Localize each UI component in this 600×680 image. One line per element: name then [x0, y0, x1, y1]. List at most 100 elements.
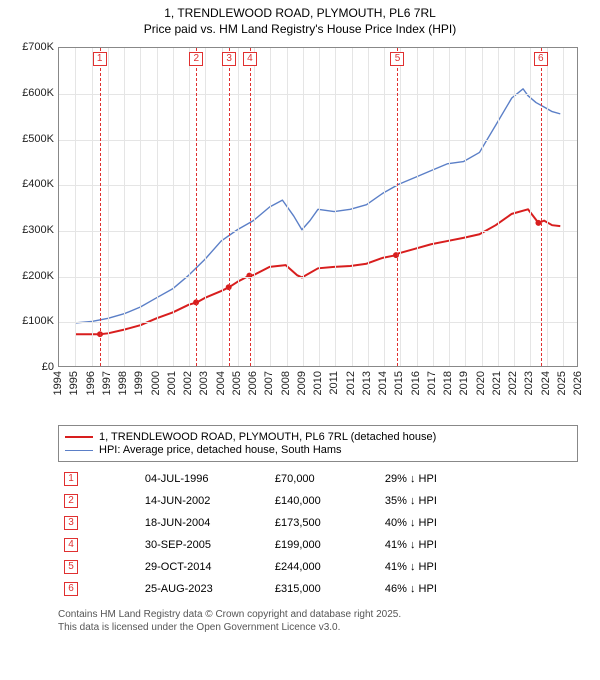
cell-marker: 1 [58, 468, 139, 490]
gridline-horizontal [59, 322, 577, 323]
event-line [229, 48, 230, 366]
cell-date: 18-JUN-2004 [139, 512, 269, 534]
x-axis-label: 2008 [280, 371, 292, 395]
transaction-marker: 5 [64, 560, 78, 574]
gridline-vertical [222, 48, 223, 366]
gridline-vertical [335, 48, 336, 366]
gridline-vertical [92, 48, 93, 366]
gridline-vertical [530, 48, 531, 366]
cell-pct: 41% ↓ HPI [379, 534, 578, 556]
gridline-vertical [189, 48, 190, 366]
gridline-vertical [547, 48, 548, 366]
gridline-vertical [140, 48, 141, 366]
cell-price: £70,000 [269, 468, 379, 490]
chart-area: 123456 £0£100K£200K£300K£400K£500K£600K£… [8, 41, 592, 421]
gridline-horizontal [59, 277, 577, 278]
x-axis-label: 2023 [523, 371, 535, 395]
gridline-vertical [205, 48, 206, 366]
cell-marker: 4 [58, 534, 139, 556]
footer-line-1: Contains HM Land Registry data © Crown c… [58, 608, 578, 621]
transaction-marker: 2 [64, 494, 78, 508]
transaction-marker: 4 [64, 538, 78, 552]
y-axis-label: £500K [6, 133, 54, 145]
line-layer [59, 48, 577, 366]
x-axis-label: 2021 [491, 371, 503, 395]
event-marker: 2 [189, 52, 203, 66]
x-axis-label: 2022 [507, 371, 519, 395]
x-axis-label: 2009 [296, 371, 308, 395]
x-axis-label: 2026 [572, 371, 584, 395]
x-axis-label: 2002 [182, 371, 194, 395]
gridline-vertical [108, 48, 109, 366]
x-axis-label: 1997 [101, 371, 113, 395]
gridline-vertical [352, 48, 353, 366]
gridline-vertical [498, 48, 499, 366]
x-axis-label: 2012 [345, 371, 357, 395]
cell-marker: 3 [58, 512, 139, 534]
gridline-horizontal [59, 231, 577, 232]
x-axis-label: 2003 [198, 371, 210, 395]
gridline-horizontal [59, 140, 577, 141]
cell-date: 29-OCT-2014 [139, 556, 269, 578]
cell-price: £140,000 [269, 490, 379, 512]
x-axis-label: 2018 [442, 371, 454, 395]
event-marker: 4 [243, 52, 257, 66]
x-axis-label: 2004 [215, 371, 227, 395]
gridline-vertical [254, 48, 255, 366]
gridline-vertical [514, 48, 515, 366]
event-line [541, 48, 542, 366]
x-axis-label: 1996 [85, 371, 97, 395]
cell-price: £199,000 [269, 534, 379, 556]
cell-price: £173,500 [269, 512, 379, 534]
legend: 1, TRENDLEWOOD ROAD, PLYMOUTH, PL6 7RL (… [58, 425, 578, 462]
cell-date: 25-AUG-2023 [139, 578, 269, 600]
event-marker: 1 [93, 52, 107, 66]
transaction-marker: 3 [64, 516, 78, 530]
y-axis-label: £100K [6, 315, 54, 327]
event-line [196, 48, 197, 366]
legend-swatch [65, 436, 93, 438]
gridline-vertical [287, 48, 288, 366]
gridline-horizontal [59, 94, 577, 95]
event-marker: 6 [534, 52, 548, 66]
event-line [397, 48, 398, 366]
x-axis-label: 2014 [377, 371, 389, 395]
gridline-vertical [303, 48, 304, 366]
event-line [100, 48, 101, 366]
x-axis-label: 2011 [328, 371, 340, 395]
cell-price: £315,000 [269, 578, 379, 600]
cell-pct: 41% ↓ HPI [379, 556, 578, 578]
x-axis-label: 2000 [150, 371, 162, 395]
cell-price: £244,000 [269, 556, 379, 578]
legend-item: HPI: Average price, detached house, Sout… [65, 444, 571, 456]
title-line-2: Price paid vs. HM Land Registry's House … [8, 22, 592, 38]
x-axis-label: 2001 [166, 371, 178, 395]
chart-container: 1, TRENDLEWOOD ROAD, PLYMOUTH, PL6 7RL P… [0, 0, 600, 640]
y-axis-label: £300K [6, 224, 54, 236]
x-axis-label: 2016 [410, 371, 422, 395]
legend-swatch [65, 450, 93, 451]
cell-pct: 46% ↓ HPI [379, 578, 578, 600]
gridline-vertical [417, 48, 418, 366]
gridline-vertical [173, 48, 174, 366]
gridline-vertical [368, 48, 369, 366]
x-axis-label: 2006 [247, 371, 259, 395]
x-axis-label: 2015 [393, 371, 405, 395]
x-axis-label: 2010 [312, 371, 324, 395]
transaction-table: 104-JUL-1996£70,00029% ↓ HPI 2 14-JUN-2002… [58, 468, 578, 600]
gridline-vertical [270, 48, 271, 366]
x-axis-label: 2007 [263, 371, 275, 395]
cell-date: 04-JUL-1996 [139, 468, 269, 490]
event-marker: 3 [222, 52, 236, 66]
x-axis-label: 2019 [458, 371, 470, 395]
cell-date: 14-JUN-2002 [139, 490, 269, 512]
transaction-marker: 6 [64, 582, 78, 596]
plot-area: 123456 [58, 47, 578, 367]
footer-line-2: This data is licensed under the Open Gov… [58, 621, 578, 634]
y-axis-label: £600K [6, 87, 54, 99]
title-line-1: 1, TRENDLEWOOD ROAD, PLYMOUTH, PL6 7RL [8, 6, 592, 22]
attribution-footer: Contains HM Land Registry data © Crown c… [58, 608, 578, 634]
x-axis-label: 1998 [117, 371, 129, 395]
event-line [250, 48, 251, 366]
cell-pct: 29% ↓ HPI [379, 468, 578, 490]
